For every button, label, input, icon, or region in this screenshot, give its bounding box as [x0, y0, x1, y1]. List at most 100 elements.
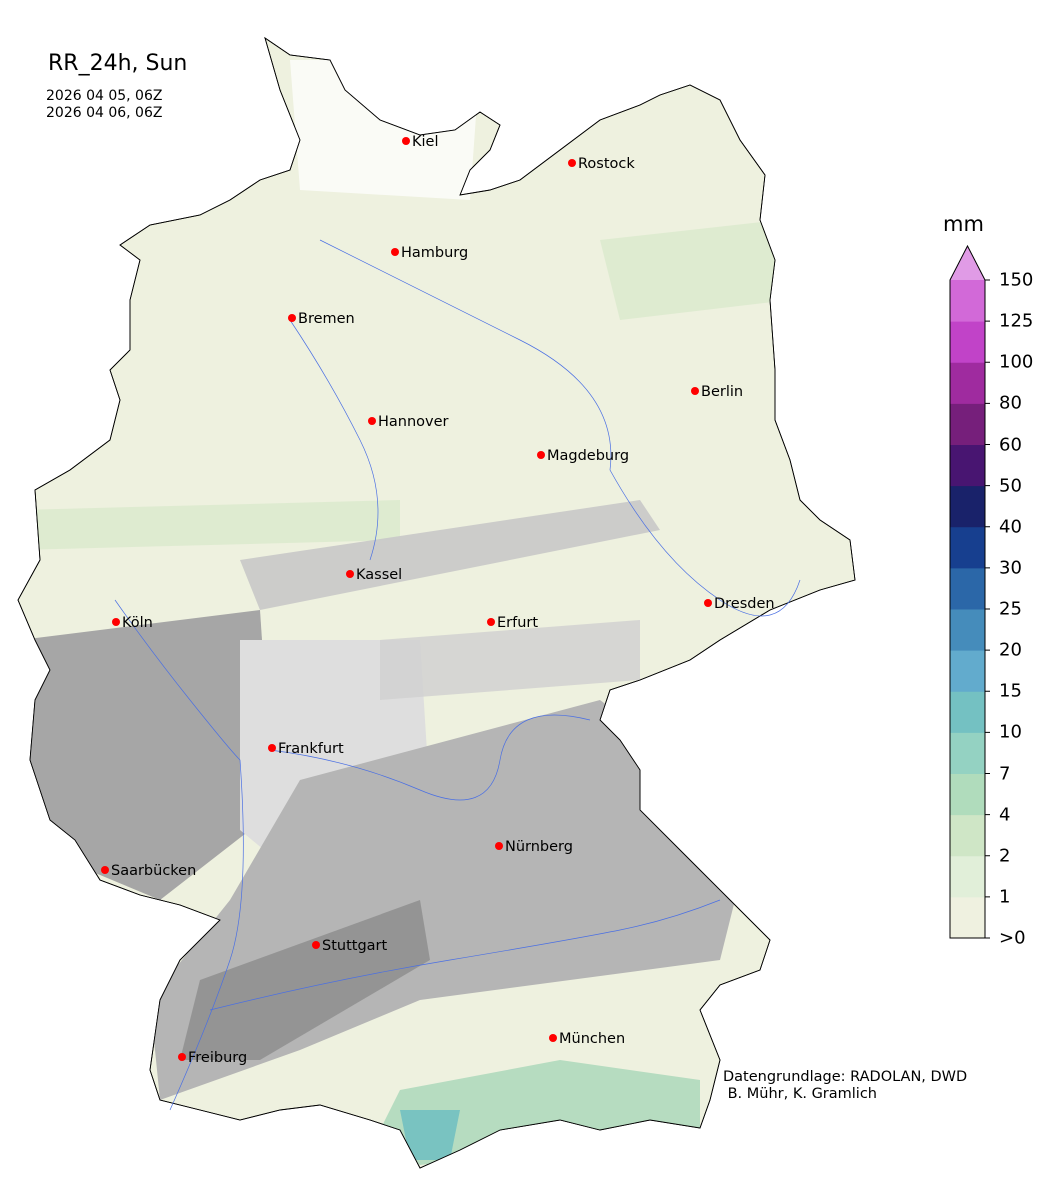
map-title: RR_24h, Sun [48, 51, 188, 76]
colorbar-bin [950, 526, 985, 569]
colorbar-frame [949, 244, 986, 939]
city-marker: Köln [112, 615, 153, 631]
city-dot [346, 570, 354, 578]
credit-authors: B. Mühr, K. Gramlich [723, 1086, 877, 1102]
grey-band-middle [240, 500, 660, 610]
colorbar-bin [950, 855, 985, 898]
dry-area-north [290, 60, 480, 200]
colorbar-tick-label: 25 [999, 598, 1022, 620]
colorbar-bin [950, 732, 985, 774]
city-marker: Rostock [568, 156, 635, 172]
city-dot [568, 159, 576, 167]
city-label: Erfurt [497, 615, 538, 631]
river-rhine [114, 599, 244, 1111]
city-marker: Frankfurt [268, 741, 344, 757]
colorbar-bin [950, 403, 985, 445]
colorbar-tick-label: 40 [999, 516, 1022, 538]
city-dot [178, 1053, 186, 1061]
green-band [20, 500, 400, 550]
grey-stripes [380, 620, 640, 700]
city-dot [101, 866, 109, 874]
city-marker: Kiel [402, 134, 439, 150]
city-label: Freiburg [188, 1050, 247, 1066]
colorbar-bin [950, 896, 985, 939]
city-dot [288, 314, 296, 322]
city-dot [549, 1034, 557, 1042]
city-label: Kassel [356, 567, 402, 583]
city-marker: Nürnberg [495, 839, 573, 855]
city-label: Berlin [701, 384, 743, 400]
city-marker: Saarbücken [101, 863, 196, 879]
start-date: 2026 04 05, 06Z [46, 88, 163, 104]
city-label: Hannover [378, 414, 449, 430]
teal-alps [400, 1110, 460, 1160]
colorbar-bin [950, 650, 985, 692]
city-marker: Magdeburg [537, 448, 629, 464]
colorbar-extend-arrow [950, 246, 985, 280]
colorbar-bin [950, 691, 985, 733]
colorbar-tick-label: 80 [999, 392, 1022, 414]
city-marker: Freiburg [178, 1050, 247, 1066]
city-label: Hamburg [401, 245, 468, 261]
city-label: Saarbücken [111, 863, 196, 879]
city-dot [402, 137, 410, 145]
city-label: Bremen [298, 311, 355, 327]
colorbar-bin [950, 485, 985, 528]
colorbar-bin [950, 814, 985, 857]
colorbar-tick-label: 100 [999, 351, 1034, 373]
grey-area-west [20, 610, 270, 900]
colorbar-bin [950, 280, 985, 322]
colorbar-tick-label: 15 [999, 680, 1022, 702]
city-dot [368, 417, 376, 425]
city-marker: Hannover [368, 414, 449, 430]
colorbar-tick-label: 1 [999, 886, 1011, 908]
colorbar-bin [950, 362, 985, 404]
rivers [114, 239, 801, 1111]
city-marker: München [549, 1031, 625, 1047]
city-marker: Hamburg [391, 245, 468, 261]
river-main [269, 714, 591, 801]
city-label: München [559, 1031, 625, 1047]
colorbar-bin [950, 609, 985, 651]
river-elbe [319, 239, 801, 617]
colorbar-tick-label: 20 [999, 639, 1022, 661]
city-label: Stuttgart [322, 938, 388, 954]
river-danube [209, 899, 721, 1011]
city-dot [691, 387, 699, 395]
city-dot [495, 842, 503, 850]
city-label: Magdeburg [547, 448, 629, 464]
city-dot [487, 618, 495, 626]
colorbar-tick-label: 30 [999, 557, 1022, 579]
colorbar-unit: mm [943, 212, 984, 236]
city-label: Kiel [412, 134, 439, 150]
colorbar [949, 244, 990, 939]
city-dot [268, 744, 276, 752]
river-weser [289, 319, 379, 561]
colorbar-tick-label: 4 [999, 804, 1011, 826]
colorbar-tick-label: 50 [999, 475, 1022, 497]
city-label: Köln [122, 615, 153, 631]
colorbar-bin [950, 321, 985, 363]
colorbar-tick-label: 150 [999, 269, 1034, 291]
colorbar-tick-label: >0 [999, 927, 1026, 949]
colorbar-bin [950, 444, 985, 487]
green-band [600, 220, 790, 320]
colorbar-tick-label: 2 [999, 845, 1011, 867]
city-marker: Kassel [346, 567, 402, 583]
city-dot [704, 599, 712, 607]
city-marker: Erfurt [487, 615, 538, 631]
city-label: Frankfurt [278, 741, 344, 757]
city-dot [391, 248, 399, 256]
dark-area-swabian [180, 900, 430, 1060]
end-date: 2026 04 06, 06Z [46, 105, 163, 121]
city-marker: Berlin [691, 384, 743, 400]
city-label: Nürnberg [505, 839, 573, 855]
city-marker: Bremen [288, 311, 355, 327]
colorbar-bin [950, 567, 985, 610]
city-marker: Stuttgart [312, 938, 388, 954]
colorbar-tick-label: 125 [999, 310, 1034, 332]
city-dot [537, 451, 545, 459]
colorbar-tick-label: 10 [999, 721, 1022, 743]
colorbar-tick-label: 7 [999, 763, 1011, 784]
